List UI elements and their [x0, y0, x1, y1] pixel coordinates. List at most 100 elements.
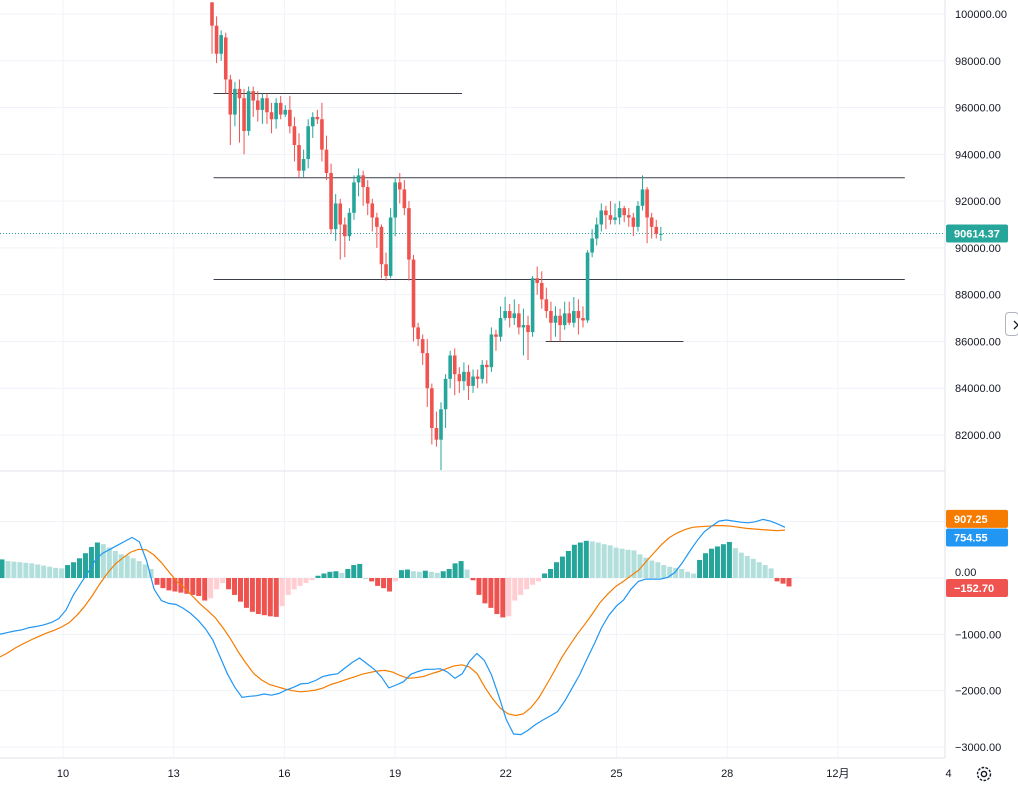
candle-body	[553, 315, 558, 323]
macd-histogram-bar	[77, 558, 83, 578]
macd-histogram-bar	[774, 578, 780, 582]
macd-histogram-bar	[315, 575, 321, 578]
candle-body	[585, 252, 590, 321]
candle-body	[407, 208, 411, 260]
candle-body	[292, 126, 297, 145]
candle-body	[356, 175, 361, 183]
macd-histogram-bar	[0, 559, 5, 578]
macd-histogram-bar	[369, 578, 375, 582]
zero-label: 0.00	[955, 567, 976, 579]
candle	[260, 93, 265, 124]
macd-histogram-bar	[47, 566, 53, 578]
macd-histogram-bar	[607, 545, 613, 578]
candle-body	[640, 189, 645, 206]
candle	[370, 198, 375, 232]
candle-body	[471, 376, 475, 386]
candle	[416, 322, 420, 347]
candle	[622, 205, 626, 223]
macd-histogram	[0, 540, 792, 618]
candle-body	[631, 217, 636, 227]
candle	[604, 205, 608, 230]
candle	[242, 88, 246, 155]
candle-body	[397, 182, 402, 190]
macd-histogram-bar	[589, 541, 595, 578]
candle-body	[466, 371, 471, 386]
candle-body	[310, 116, 315, 127]
macd-histogram-bar	[309, 578, 315, 581]
price-axis[interactable]: 82000.00 84000.00 86000.00 88000.00 90000.00…	[955, 9, 1007, 442]
candle	[320, 102, 324, 162]
candle	[292, 116, 297, 162]
candle-body	[237, 88, 242, 99]
macd-value-badge-text: 754.55	[954, 532, 988, 544]
candle	[310, 112, 315, 138]
candle-body	[572, 311, 576, 323]
macd-histogram-bar	[351, 565, 357, 578]
candle	[585, 250, 590, 323]
candle-body	[659, 233, 663, 235]
candle	[407, 201, 411, 281]
macd-histogram-bar	[703, 553, 709, 578]
candle	[411, 254, 416, 342]
macd-histogram-bar	[679, 568, 685, 578]
candle	[228, 74, 233, 145]
macd-line	[0, 518, 786, 736]
macd-histogram-bar	[208, 578, 214, 599]
macd-histogram-bar	[691, 573, 697, 578]
macd-histogram-bar	[94, 542, 100, 578]
macd-histogram-bar	[631, 550, 637, 578]
candle	[659, 226, 663, 241]
chevron-right-icon[interactable]	[1005, 312, 1018, 336]
candle-body	[223, 37, 228, 80]
macd-histogram-bar	[190, 578, 196, 595]
macd-histogram-bar	[673, 567, 679, 578]
candle-body	[608, 215, 613, 220]
candle	[402, 180, 407, 216]
time-axis-tick-label: 28	[721, 768, 733, 780]
macd-histogram-bar	[124, 555, 130, 578]
macd-histogram-bar	[375, 578, 381, 586]
macd-histogram-bar	[279, 578, 285, 607]
price-axis-tick-label: 92000.00	[955, 196, 1001, 208]
macd-histogram-bar	[548, 568, 554, 578]
candle-body	[233, 88, 237, 115]
candle	[333, 194, 338, 241]
macd-value-badge: 907.25	[946, 509, 1008, 528]
candle	[324, 135, 329, 181]
candle-body	[452, 355, 457, 375]
candle-body	[320, 119, 324, 150]
candle-body	[539, 282, 544, 300]
macd-histogram-bar	[446, 568, 452, 578]
candle-body	[613, 217, 617, 220]
macd-histogram-bar	[655, 562, 661, 578]
candle	[617, 201, 622, 225]
candle-body	[251, 91, 256, 101]
candle	[379, 224, 384, 279]
time-axis[interactable]: 10 13 16 19 22 25 28 12月 4	[57, 768, 952, 780]
macd-histogram-bar	[106, 547, 112, 578]
macd-histogram-bar	[583, 540, 589, 578]
macd-histogram-bar	[267, 578, 273, 617]
candle-body	[375, 217, 379, 227]
candle-body	[365, 187, 370, 204]
macd-histogram-bar	[148, 568, 154, 578]
candle	[233, 81, 237, 127]
macd-histogram-bar	[59, 568, 65, 578]
candle-body	[654, 226, 659, 234]
value-badges: 90614.37 907.25 754.55 −152.70 0.00	[946, 224, 1008, 597]
macd-histogram-bar	[166, 578, 172, 591]
candle	[480, 360, 485, 384]
candle	[567, 301, 572, 326]
horizontal-lines[interactable]	[0, 93, 945, 342]
macd-histogram-bar	[714, 546, 720, 578]
macd-histogram-bar	[744, 556, 750, 578]
candle-body	[590, 238, 594, 253]
macd-histogram-bar	[398, 570, 404, 578]
candle-body	[283, 109, 288, 115]
time-axis-tick-label: 22	[500, 768, 512, 780]
candle	[214, 16, 219, 64]
gear-icon[interactable]	[973, 763, 995, 785]
candle	[365, 180, 370, 216]
